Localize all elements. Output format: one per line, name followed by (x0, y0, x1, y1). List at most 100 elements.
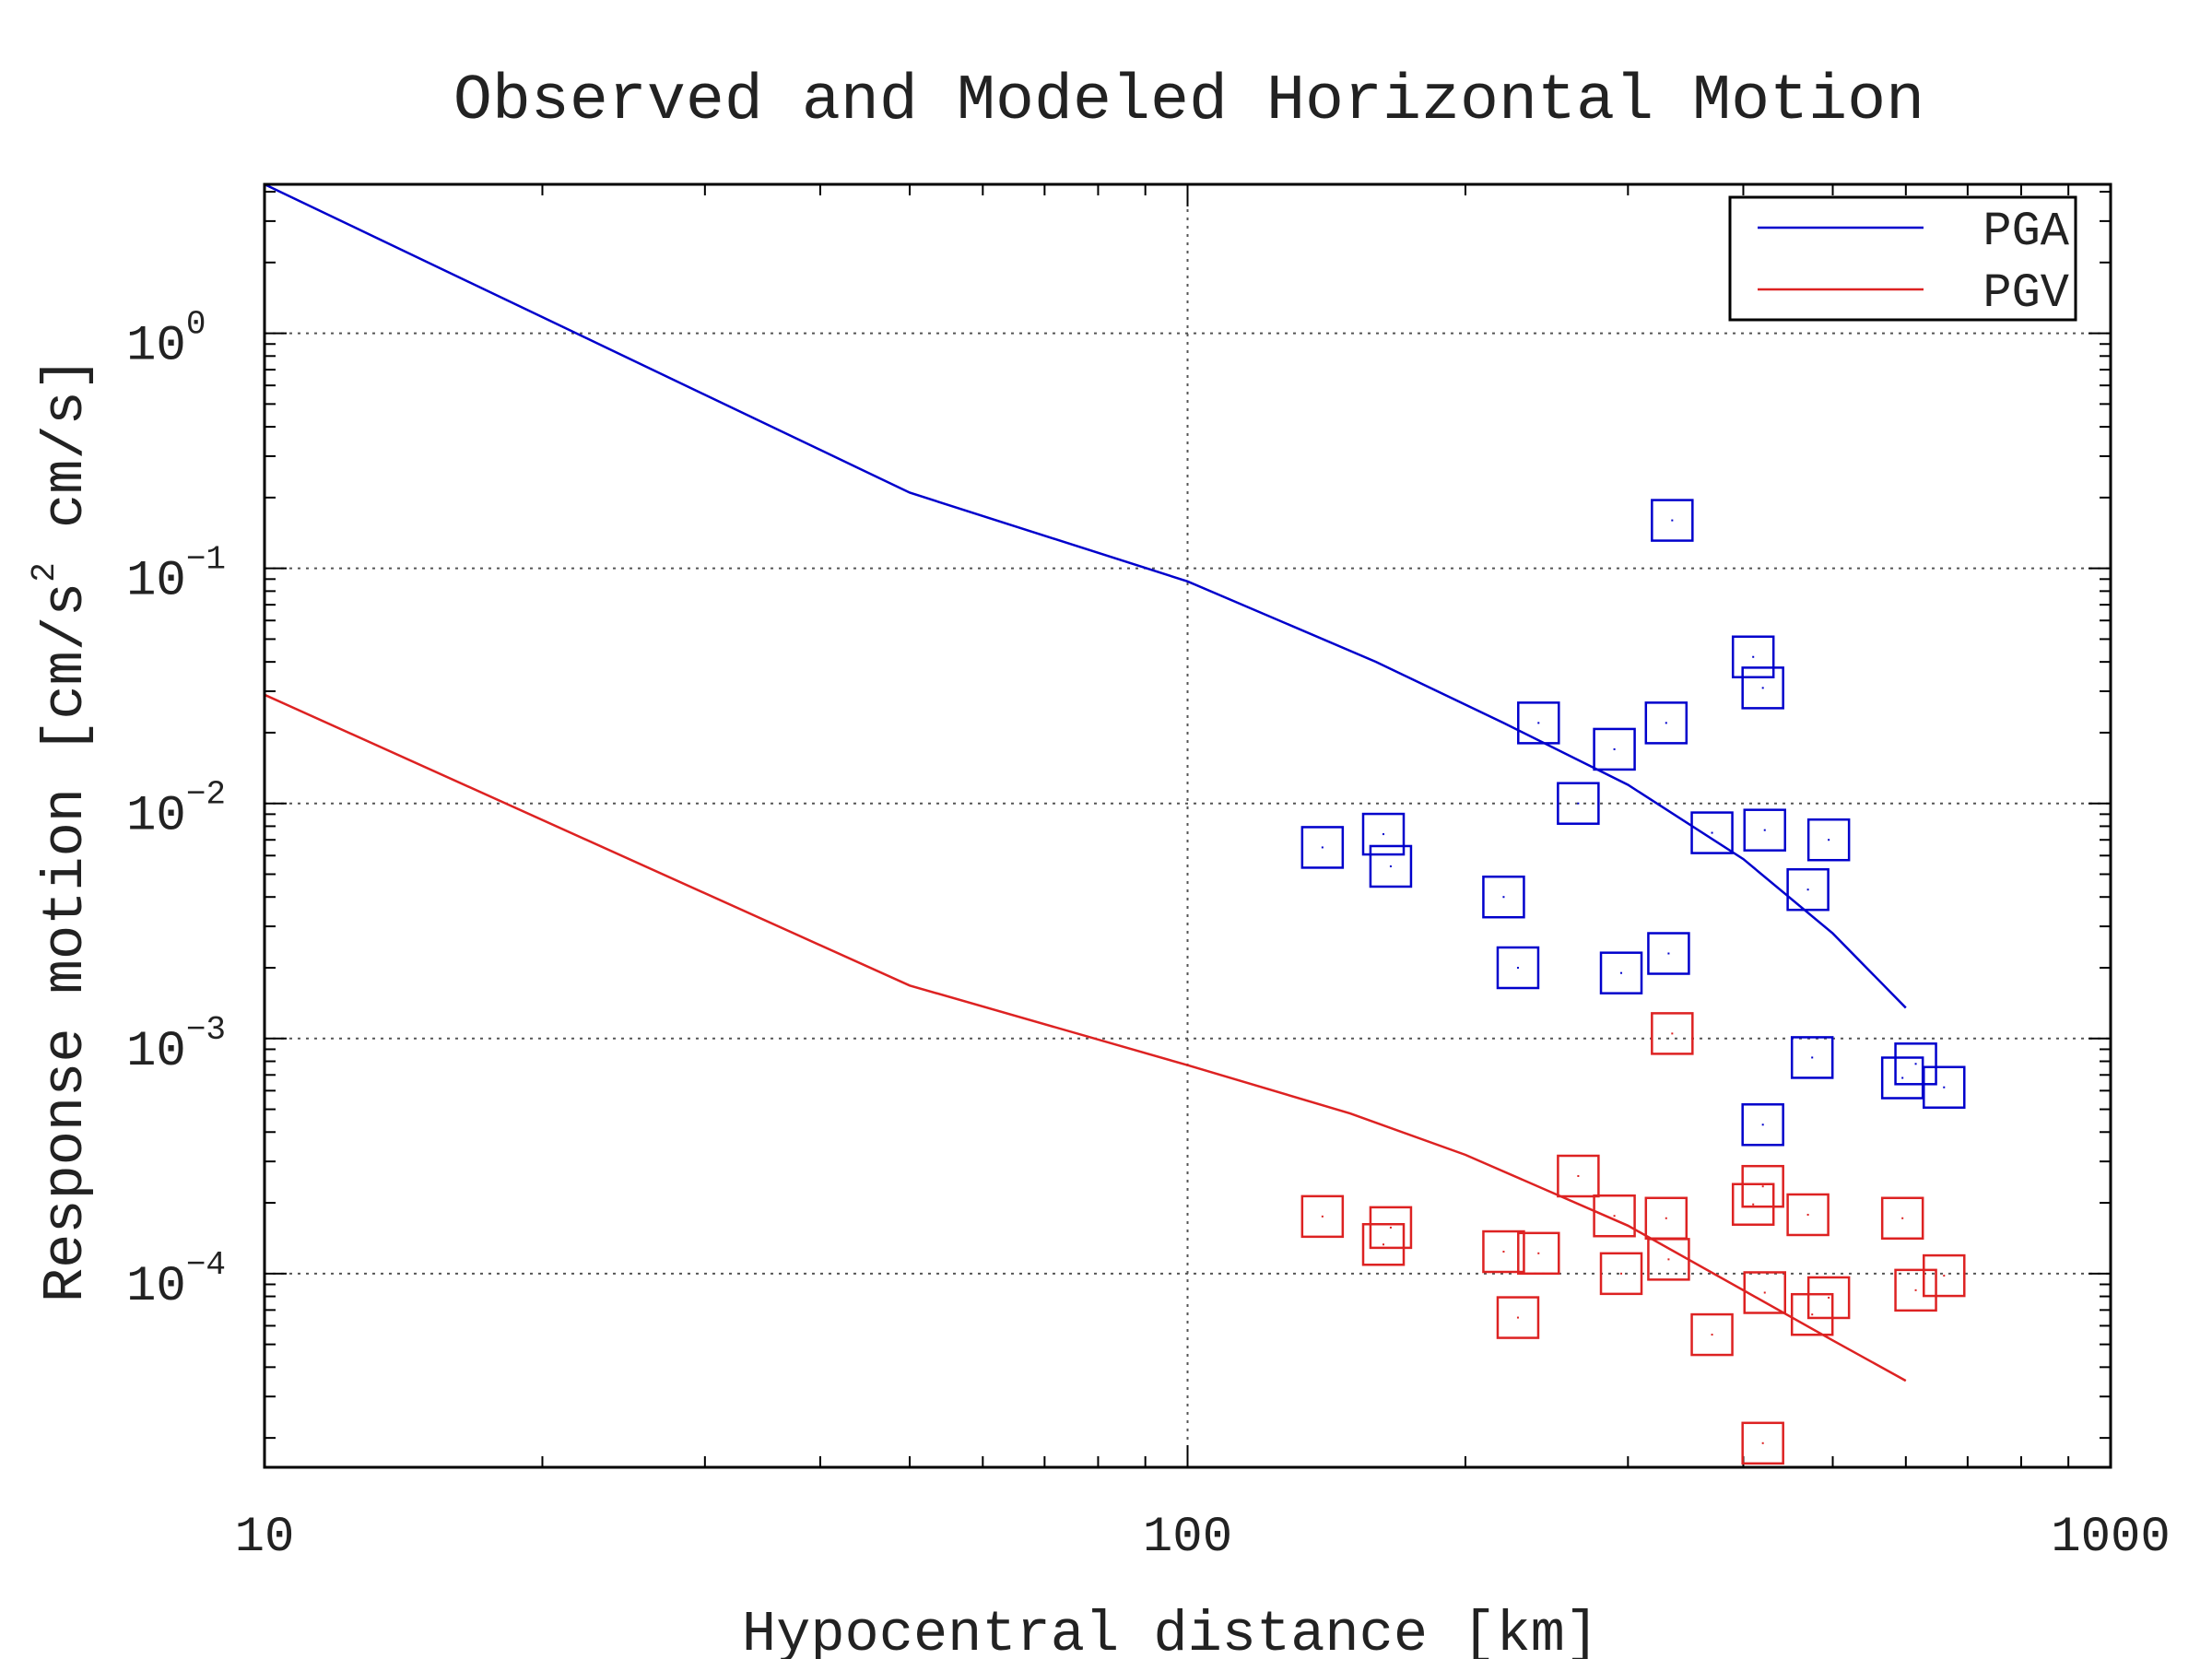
data-point-marker (1369, 844, 1413, 888)
data-point-dot (1806, 888, 1809, 891)
data-point-marker (1593, 727, 1636, 771)
data-point-marker (1731, 1182, 1775, 1226)
data-point-dot (1914, 1288, 1917, 1291)
x-tick-label: 1000 (2051, 1510, 2171, 1566)
data-point-marker (1599, 951, 1643, 994)
data-point-dot (1671, 1032, 1674, 1035)
data-point-marker (1517, 701, 1560, 745)
data-point-dot (1321, 846, 1324, 849)
data-point-dot (1711, 831, 1713, 834)
data-point-marker (1741, 666, 1784, 710)
x-axis-label: Hypocentral distance [km] (742, 1602, 1599, 1659)
data-point-dot (1389, 865, 1392, 867)
data-point-dot (1502, 1251, 1505, 1253)
data-point-marker (1496, 946, 1540, 990)
x-tick-labels: 10 100 1000 (235, 1510, 2171, 1566)
data-point-marker (1517, 1231, 1560, 1276)
data-point-marker (1894, 1042, 1937, 1086)
data-point-dot (1613, 747, 1616, 750)
data-point-dot (1577, 802, 1580, 805)
data-point-dot (1613, 1215, 1616, 1218)
y-axis-label-main: Response motion [cm/s (33, 582, 99, 1302)
data-point-marker (1300, 826, 1345, 869)
data-point-marker (1496, 1296, 1540, 1339)
data-point-marker (1599, 1252, 1643, 1296)
data-point-dot (1671, 519, 1674, 522)
data-point-marker (1651, 499, 1694, 542)
y-tick-label-exponent: −1 (186, 541, 226, 579)
data-point-dot (1763, 1291, 1766, 1294)
data-point-dot (1901, 1077, 1904, 1079)
y-tick-label: 100 (126, 306, 206, 375)
data-point-dot (1537, 1252, 1540, 1254)
data-point-dot (1943, 1086, 1946, 1088)
data-point-dot (1711, 1334, 1713, 1336)
data-point-marker (1741, 1103, 1784, 1147)
data-point-dot (1382, 833, 1385, 836)
data-point-marker (1482, 1230, 1525, 1274)
data-point-marker (1482, 875, 1525, 919)
data-point-dot (1828, 1296, 1830, 1299)
y-tick-label-base: 10 (126, 1024, 186, 1080)
data-point-marker (1790, 1292, 1834, 1336)
data-point-dot (1667, 1258, 1670, 1261)
data-point-dot (1502, 896, 1505, 899)
data-point-marker (1786, 867, 1830, 912)
data-point-marker (1651, 1012, 1694, 1055)
data-point-dot (1761, 687, 1764, 689)
y-tick-label: 10−3 (126, 1011, 226, 1080)
data-point-marker (1743, 1271, 1787, 1314)
y-tick-label: 10−4 (126, 1246, 226, 1315)
data-point-dot (1516, 1316, 1519, 1319)
data-point-dot (1806, 1213, 1809, 1216)
plot-frame (263, 182, 2112, 1469)
y-axis-label-tail: cm/s] (33, 357, 99, 562)
y-tick-label: 10−2 (126, 776, 226, 845)
data-point-dot (1761, 1441, 1764, 1444)
data-point-marker (1557, 782, 1600, 825)
data-point-dot (1901, 1217, 1904, 1219)
data-point-marker (1923, 1065, 1966, 1109)
data-point-marker (1361, 1223, 1406, 1266)
data-point-marker (1923, 1253, 1966, 1298)
data-point-dot (1321, 1215, 1324, 1218)
data-point-dot (1620, 971, 1623, 974)
grid (265, 184, 2111, 1467)
legend: PGA PGV (1728, 195, 2077, 322)
x-tick-label: 100 (1143, 1510, 1232, 1566)
data-point-marker (1300, 1194, 1345, 1239)
legend-box (1728, 195, 2077, 322)
data-point-dot (1914, 1063, 1917, 1065)
data-point-marker (1369, 1206, 1413, 1250)
y-tick-label-exponent: −3 (186, 1011, 226, 1049)
data-point-dot (1516, 966, 1519, 969)
data-point-dot (1763, 829, 1766, 831)
y-tick-label: 10−1 (126, 541, 226, 610)
data-point-marker (1731, 635, 1775, 678)
data-point-marker (1790, 1036, 1834, 1079)
y-axis-label-sup: 2 (26, 562, 64, 582)
y-tick-label-base: 10 (126, 319, 186, 375)
data-point-dot (1537, 722, 1540, 724)
x-tick-label: 10 (235, 1510, 295, 1566)
data-point-marker (1557, 1154, 1600, 1198)
legend-pgv-label: PGV (1983, 266, 2069, 321)
data-point-dot (1389, 1226, 1392, 1229)
data-point-marker (1741, 1164, 1784, 1208)
data-point-marker (1743, 808, 1787, 852)
data-point-marker (1361, 812, 1406, 856)
data-point-dot (1752, 1203, 1755, 1206)
y-tick-label-exponent: −2 (186, 776, 226, 814)
data-point-marker (1786, 1193, 1830, 1237)
data-point-marker (1690, 811, 1734, 854)
data-point-dot (1761, 1185, 1764, 1188)
y-tick-label-exponent: −4 (186, 1246, 226, 1284)
series-line-pga (264, 182, 1907, 1009)
data-point-marker (1647, 932, 1690, 975)
data-point-dot (1811, 1313, 1814, 1316)
data-point-dot (1665, 722, 1667, 724)
data-point-dot (1761, 1124, 1764, 1126)
data-point-dot (1620, 1272, 1623, 1275)
data-point-marker (1647, 1238, 1690, 1281)
